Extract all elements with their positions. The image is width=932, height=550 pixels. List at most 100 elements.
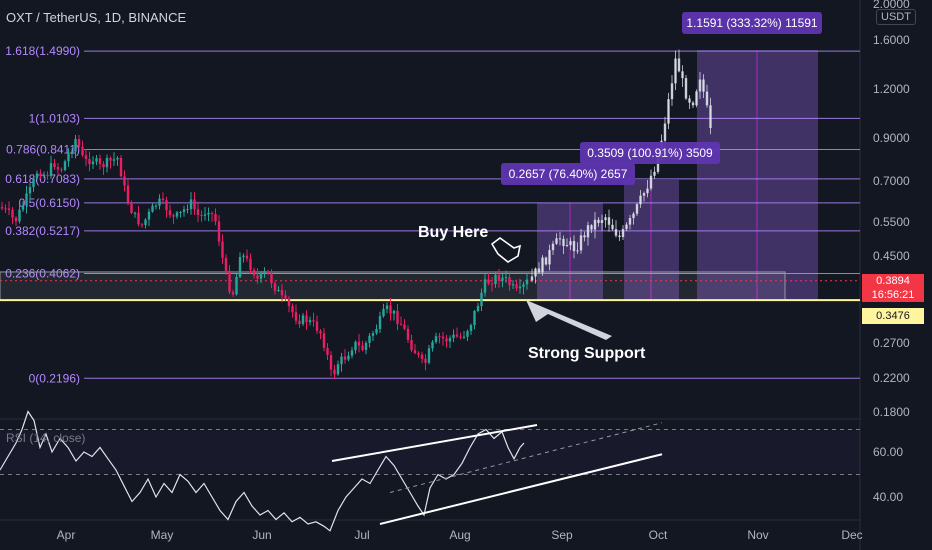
candle-body — [193, 199, 196, 210]
time-tick-jul: Jul — [354, 528, 369, 542]
candle-body — [137, 212, 140, 225]
projected-candle-body — [541, 257, 544, 273]
candle-body — [0, 207, 4, 209]
candle-body — [525, 279, 529, 285]
price-tick: 0.2200 — [873, 371, 910, 385]
candle-body — [70, 151, 74, 154]
time-tick-aug: Aug — [449, 528, 470, 542]
time-tick-apr: Apr — [57, 528, 76, 542]
support-price-tag: 0.3476 — [862, 308, 924, 324]
symbol-title: OXT / TetherUS, 1D, BINANCE — [6, 10, 187, 25]
candle-body — [287, 298, 291, 307]
projected-candle-body — [656, 157, 660, 172]
projected-candle-body — [646, 188, 649, 194]
candle-body — [333, 369, 336, 375]
candle-body — [431, 342, 434, 349]
rsi-indicator-label[interactable]: RSI (14, close) — [6, 431, 86, 445]
candle-body — [336, 364, 340, 375]
candle-body — [298, 320, 301, 325]
projected-candle-body — [604, 217, 607, 221]
candle-body — [252, 269, 256, 276]
candle-body — [133, 212, 137, 214]
candle-body — [77, 139, 81, 147]
projected-candle-body — [684, 78, 688, 99]
price-tick: 0.2700 — [873, 336, 910, 350]
rsi-tick: 40.00 — [873, 490, 903, 504]
candle-body — [452, 334, 455, 339]
projected-candle-body — [705, 91, 709, 106]
candle-body — [522, 284, 525, 287]
candle-body — [312, 320, 315, 322]
candle-body — [515, 284, 518, 289]
projected-candle-body — [635, 204, 639, 214]
projected-candle-body — [618, 235, 621, 238]
projected-candle-body — [534, 268, 537, 277]
price-tick: 1.6000 — [873, 33, 910, 47]
candle-body — [280, 290, 284, 296]
candle-body — [490, 283, 494, 285]
candle-body — [413, 350, 417, 354]
candle-body — [151, 205, 154, 212]
candle-body — [315, 321, 319, 331]
annotations: 0.2657 (76.40%) 2657 0.3509 (100.91%) 350… — [331, 12, 822, 525]
candle-body — [483, 279, 487, 293]
candle-body — [438, 336, 441, 338]
projected-candle-body — [653, 171, 656, 176]
candle-body — [319, 330, 322, 334]
projected-candle-body — [558, 238, 562, 240]
projected-candle-body — [681, 71, 684, 79]
fib-label: 0.618(0.7083) — [5, 172, 80, 186]
projected-candle-body — [551, 243, 555, 251]
strong-support-label: Strong Support — [528, 345, 646, 362]
candle-body — [277, 290, 280, 292]
rsi-band — [0, 429, 860, 475]
fibonacci-levels: 1.618(1.4990) 1(1.0103) 0.786(0.8411) 0.618… — [0, 44, 860, 385]
projected-candle-body — [576, 250, 579, 252]
candle-body — [35, 173, 39, 179]
price-tick: 1.2000 — [873, 82, 910, 96]
candle-body — [200, 214, 203, 216]
projected-candle-body — [597, 219, 600, 223]
candle-body — [504, 277, 508, 279]
time-tick-may: May — [151, 528, 174, 542]
projected-candle-body — [614, 229, 618, 236]
projected-candle-body — [702, 79, 705, 92]
candle-body — [459, 336, 462, 338]
candle-body — [165, 200, 168, 211]
price-candles — [0, 49, 712, 379]
candle-body — [214, 213, 217, 222]
projected-candle-body — [677, 58, 681, 72]
projected-candle-body — [642, 193, 646, 196]
candle-body — [140, 224, 144, 226]
time-tick-oct: Oct — [649, 528, 668, 542]
projected-candle-body — [565, 245, 569, 247]
candle-body — [231, 292, 235, 295]
projected-candle-body — [628, 218, 632, 225]
candle-body — [487, 279, 490, 284]
projected-candle-body — [555, 238, 558, 244]
time-tick-nov: Nov — [747, 528, 768, 542]
price-tick: 2.0000 — [873, 0, 910, 11]
candle-body — [74, 139, 77, 152]
projected-candle-body — [639, 195, 642, 205]
currency-selector[interactable]: USDT — [876, 9, 916, 25]
fib-label: 0.5(0.6150) — [19, 196, 80, 210]
candle-body — [53, 163, 56, 167]
projected-candle-body — [667, 99, 670, 124]
candle-body — [221, 241, 224, 258]
projected-candle-body — [600, 220, 604, 223]
fib-label: 0(0.2196) — [29, 371, 80, 385]
candle-body — [480, 292, 483, 307]
candle-body — [259, 273, 263, 279]
projected-candle-body — [663, 123, 667, 141]
projected-candle-body — [695, 91, 698, 106]
candle-body — [378, 316, 382, 329]
candle-body — [441, 336, 445, 339]
candle-body — [497, 274, 501, 281]
candle-body — [462, 336, 466, 338]
hand-pointer-icon — [490, 237, 522, 263]
candle-body — [445, 338, 448, 342]
target-label-1: 0.2657 (76.40%) 2657 — [509, 167, 628, 181]
candle-body — [210, 212, 214, 214]
